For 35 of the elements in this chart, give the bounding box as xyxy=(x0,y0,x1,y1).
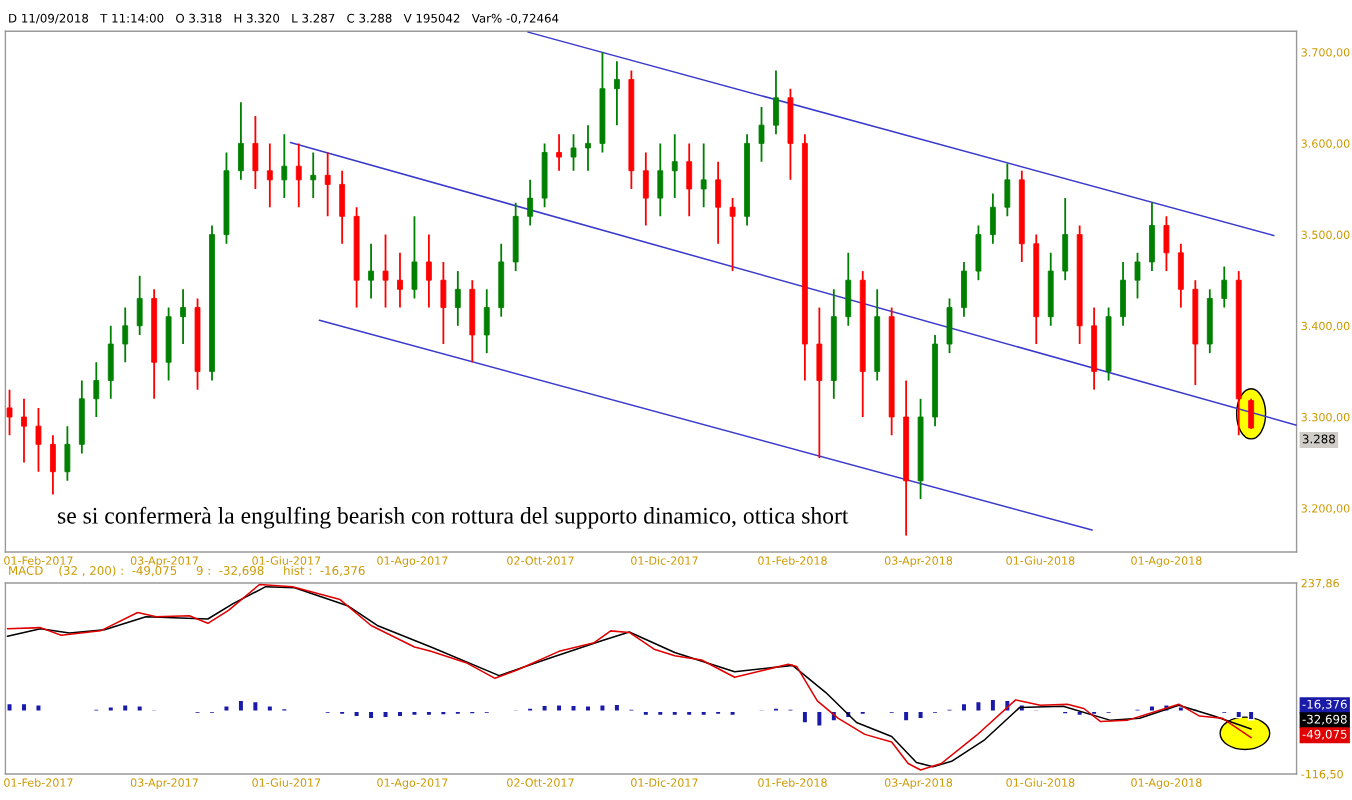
y-tick-label: 237,86 xyxy=(1301,578,1339,589)
y-tick-label: -116,50 xyxy=(1301,769,1343,780)
x-tick-label: 01-Dic-2017 xyxy=(631,556,698,565)
y-tick-label: 3.200,00 xyxy=(1301,504,1350,514)
x-tick-label: 01-Feb-2017 xyxy=(4,556,73,565)
x-tick-label: 03-Apr-2018 xyxy=(884,556,953,567)
text: -32,698 xyxy=(1302,714,1347,725)
x-tick-label: 01-Ago-2017 xyxy=(377,556,448,567)
text: 3.288 xyxy=(1302,434,1335,444)
x-tick-label: 01-Giu-2018 xyxy=(1006,778,1075,787)
x-tick-label: 01-Ago-2017 xyxy=(377,778,448,789)
y-tick-label: 3.700,00 xyxy=(1301,48,1350,58)
x-tick-label: 01-Feb-2018 xyxy=(758,556,827,565)
x-tick-label: 01-Ago-2018 xyxy=(1131,556,1202,567)
x-tick-label: 01-Giu-2017 xyxy=(252,778,321,787)
text: -16,376 xyxy=(1302,699,1347,710)
y-tick-label: 3.400,00 xyxy=(1301,321,1350,332)
x-tick-label: 01-Feb-2018 xyxy=(758,778,827,787)
x-tick-label: 01-Dic-2017 xyxy=(631,778,698,787)
x-tick-label: 03-Apr-2017 xyxy=(130,556,198,567)
x-tick-label: 01-Giu-2017 xyxy=(252,556,321,565)
x-tick-label: 02-Ott-2017 xyxy=(507,556,574,565)
text: -49,075 xyxy=(1302,729,1347,740)
x-tick-label: 02-Ott-2017 xyxy=(507,778,574,787)
text: D 11/09/2018 T 11:14:00 O 3.318 H 3.320 L 3.287 C 3.288 V 195042 Var% -0,72464 xyxy=(9,13,559,24)
y-tick-label: 3.300,00 xyxy=(1301,412,1350,423)
x-tick-label: 01-Giu-2018 xyxy=(1006,556,1075,565)
text: MACD (32 , 200) : -49,075 9 : -32,698 hist : -16,376 xyxy=(9,565,365,577)
x-tick-label: 01-Ago-2018 xyxy=(1131,778,1202,789)
annotation: se si confermerà la engulfing bearish con rottura del supporto dinamico, ottica short xyxy=(58,506,849,529)
x-tick-label: 01-Feb-2017 xyxy=(4,778,73,787)
x-tick-label: 03-Apr-2018 xyxy=(884,778,953,789)
y-tick-label: 3.600,00 xyxy=(1301,139,1350,149)
y-tick-label: 3.500,00 xyxy=(1301,230,1350,241)
x-tick-label: 03-Apr-2017 xyxy=(130,778,198,789)
